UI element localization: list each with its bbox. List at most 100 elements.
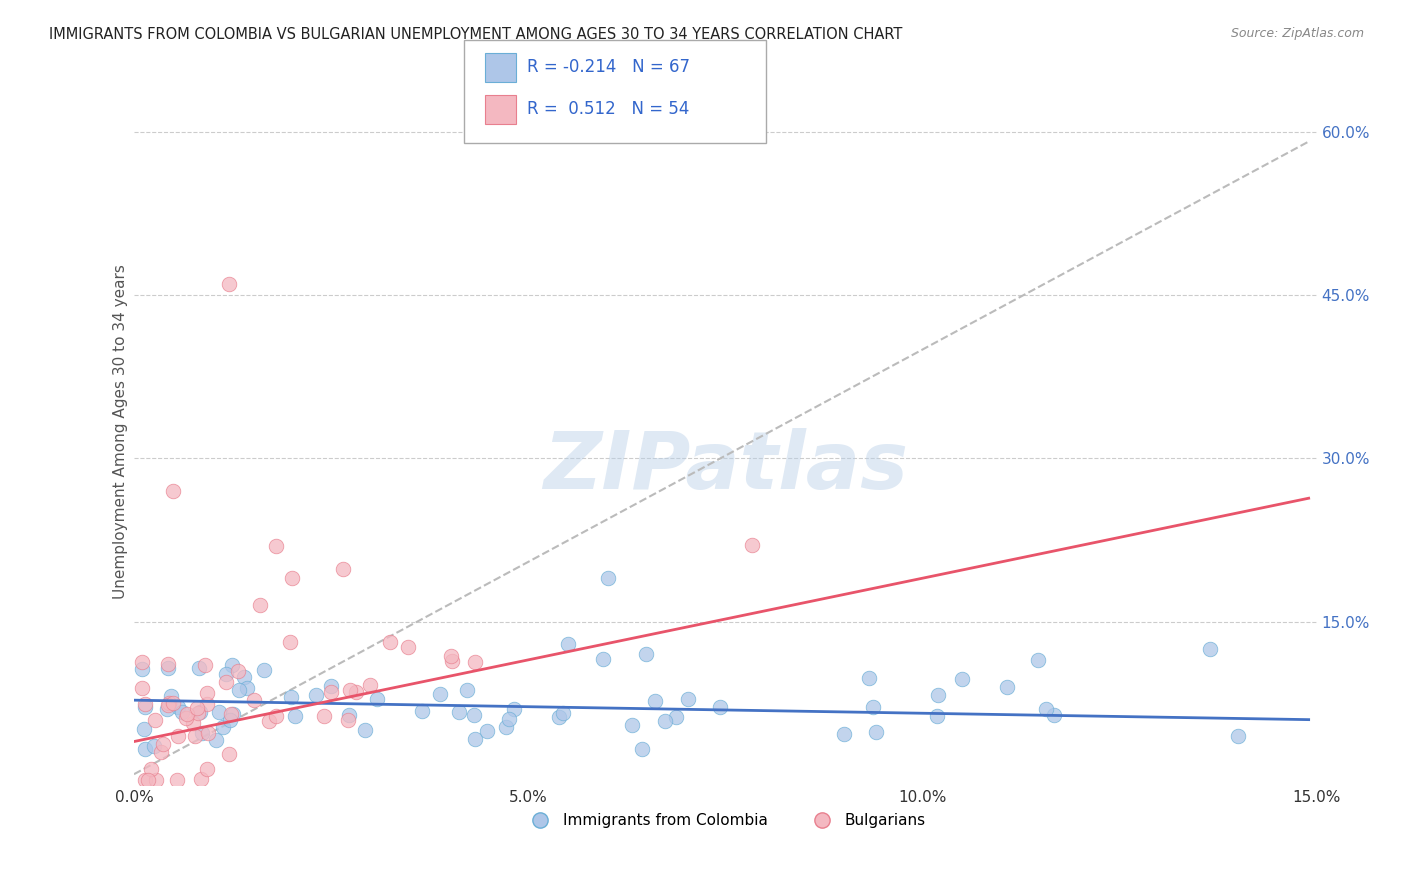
Point [134,697,156,711]
Point [319,679,342,693]
Point [195,685,218,699]
Point [464,656,486,670]
Point [172,705,194,719]
Point [143,739,166,754]
Point [502,702,524,716]
Point [927,688,949,702]
Point [181,715,204,730]
Y-axis label: Unemployment Among Ages 30 to 34 years: Unemployment Among Ages 30 to 34 years [114,264,128,599]
Point [1043,708,1066,723]
Point [620,718,643,732]
Point [160,690,183,704]
Point [257,714,280,729]
Point [212,720,235,734]
Point [155,702,177,716]
Point [218,747,240,762]
Point [312,708,335,723]
Point [950,672,973,686]
Point [676,692,699,706]
Point [162,484,184,499]
Point [636,648,658,662]
Point [664,710,686,724]
Text: R =  0.512   N = 54: R = 0.512 N = 54 [527,100,689,118]
Point [242,692,264,706]
Point [187,661,209,675]
Point [440,649,463,664]
Point [280,690,302,704]
Point [131,662,153,676]
Point [195,697,218,711]
Point [447,705,470,719]
Point [339,682,361,697]
Point [162,697,184,711]
Point [344,685,367,699]
Point [226,665,249,679]
Point [557,636,579,650]
Point [134,699,156,714]
Point [141,762,163,776]
Point [249,599,271,613]
Point [498,713,520,727]
Point [134,742,156,756]
Legend: Immigrants from Colombia, Bulgarians: Immigrants from Colombia, Bulgarians [519,807,932,834]
Text: Source: ZipAtlas.com: Source: ZipAtlas.com [1230,27,1364,40]
Point [157,661,180,675]
Point [319,684,342,698]
Point [194,658,217,673]
Point [832,726,855,740]
Point [1198,642,1220,657]
Point [631,741,654,756]
Text: R = -0.214   N = 67: R = -0.214 N = 67 [527,58,690,76]
Point [218,713,240,727]
Point [205,732,228,747]
Point [278,635,301,649]
Point [592,652,614,666]
Point [264,709,287,723]
Point [1026,653,1049,667]
Point [183,729,205,743]
Point [441,654,464,668]
Point [865,725,887,739]
Point [132,722,155,736]
Point [644,694,666,708]
Point [475,724,498,739]
Point [191,726,214,740]
Point [359,678,381,692]
Point [215,667,238,681]
Point [396,640,419,654]
Point [215,675,238,690]
Point [429,687,451,701]
Point [197,726,219,740]
Point [219,706,242,721]
Point [464,731,486,746]
Text: IMMIGRANTS FROM COLOMBIA VS BULGARIAN UNEMPLOYMENT AMONG AGES 30 TO 34 YEARS COR: IMMIGRANTS FROM COLOMBIA VS BULGARIAN UN… [49,27,903,42]
Point [232,670,254,684]
Point [284,709,307,723]
Point [411,704,433,718]
Point [131,655,153,669]
Point [176,707,198,722]
Point [463,708,485,723]
Point [337,708,360,723]
Point [995,681,1018,695]
Point [221,707,243,722]
Text: ZIPatlas: ZIPatlas [543,427,908,506]
Point [654,714,676,729]
Point [305,688,328,702]
Point [167,699,190,714]
Point [366,692,388,706]
Point [166,772,188,787]
Point [332,562,354,576]
Point [156,657,179,671]
Point [253,663,276,677]
Point [1226,729,1249,743]
Point [218,277,240,292]
Point [551,706,574,720]
Point [264,539,287,553]
Point [145,772,167,787]
Point [131,681,153,695]
Point [221,657,243,672]
Point [157,698,180,712]
Point [174,711,197,725]
Point [495,720,517,734]
